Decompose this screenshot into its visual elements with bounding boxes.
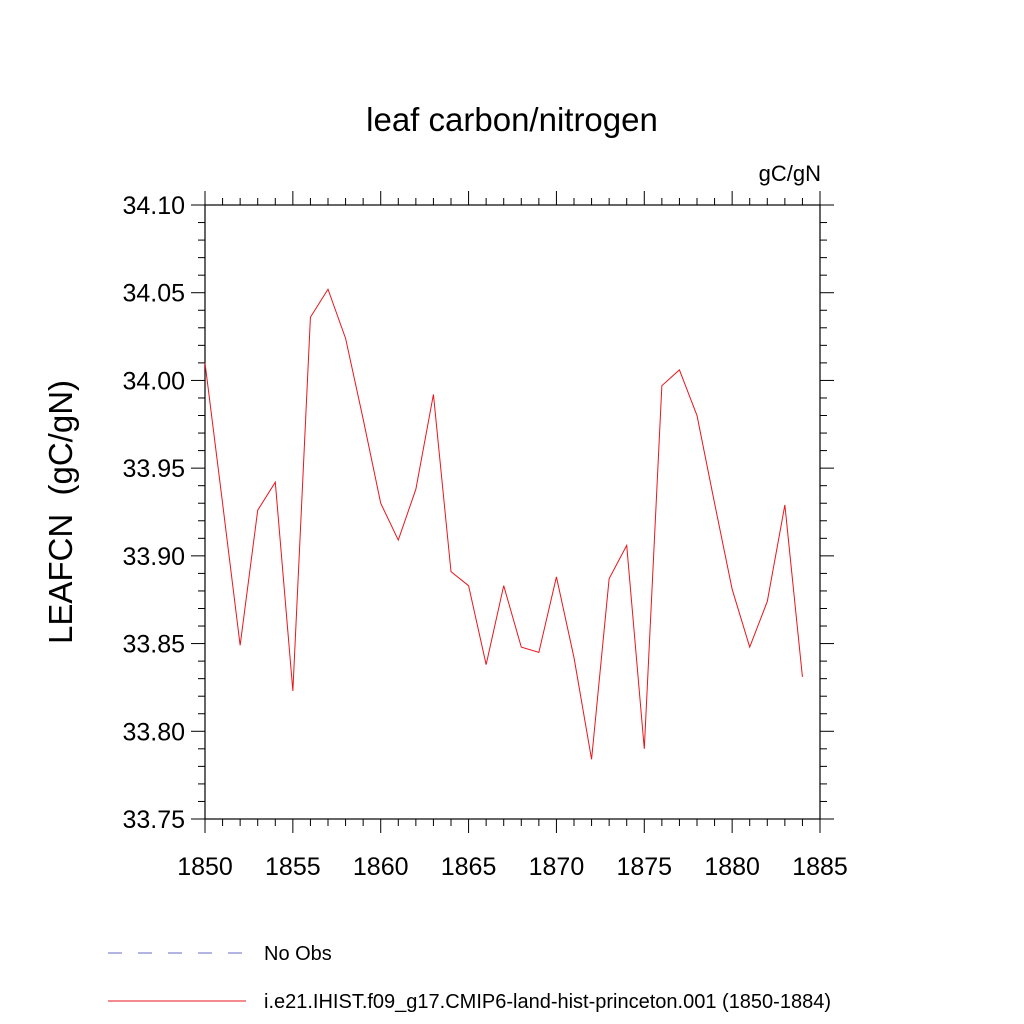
y-tick-label: 33.95 xyxy=(122,455,185,483)
legend-label: No Obs xyxy=(264,943,332,965)
y-tick-label: 34.00 xyxy=(122,367,185,395)
x-tick-label: 1855 xyxy=(265,853,321,881)
x-tick-label: 1850 xyxy=(177,853,233,881)
x-tick-label: 1880 xyxy=(704,853,760,881)
x-tick-label: 1865 xyxy=(441,853,497,881)
y-tick-label: 33.85 xyxy=(122,631,185,659)
x-tick-label: 1875 xyxy=(616,853,672,881)
y-tick-labels: 33.75 33.80 33.85 33.90 33.95 34.00 34.05 34.10 xyxy=(122,192,185,834)
y-tick-label: 33.75 xyxy=(122,806,185,834)
x-tick-labels: 1850 1855 1860 1865 1870 1875 1880 1885 xyxy=(177,853,848,881)
chart-title: leaf carbon/nitrogen xyxy=(366,101,658,138)
y-axis-title: LEAFCN (gC/gN) xyxy=(42,380,79,644)
units-label: gC/gN xyxy=(759,161,821,186)
series-line xyxy=(204,288,803,760)
series-layer xyxy=(204,288,803,760)
y-tick-label: 34.10 xyxy=(122,192,185,220)
legend: No Obs i.e21.IHIST.f09_g17.CMIP6-land-his… xyxy=(108,943,831,1013)
plot-frame xyxy=(204,204,821,820)
y-tick-label: 33.80 xyxy=(122,718,185,746)
x-tick-label: 1870 xyxy=(529,853,585,881)
x-tick-label: 1885 xyxy=(792,853,848,881)
y-tick-label: 34.05 xyxy=(122,280,185,308)
legend-label: i.e21.IHIST.f09_g17.CMIP6-land-hist-prin… xyxy=(264,991,831,1013)
y-tick-label: 33.90 xyxy=(122,543,185,571)
x-tick-label: 1860 xyxy=(353,853,409,881)
axis-ticks xyxy=(191,191,834,833)
